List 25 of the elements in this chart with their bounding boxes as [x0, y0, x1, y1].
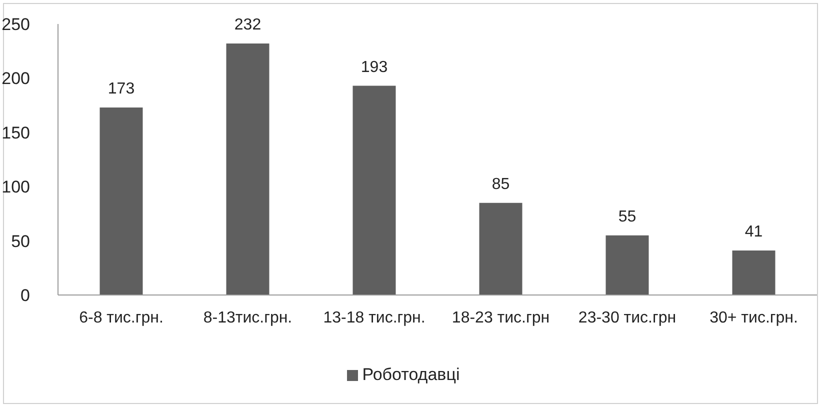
bar: [352, 86, 396, 295]
data-label: 85: [492, 176, 510, 193]
data-label: 55: [618, 208, 636, 226]
data-label: 193: [360, 58, 388, 76]
data-label: 41: [744, 224, 763, 241]
x-tick-label: 8-13тис.грн.: [203, 309, 292, 326]
y-tick-label: 150: [2, 123, 30, 142]
x-tick-label: 23-30 тис.грн: [578, 309, 676, 326]
bar: [479, 202, 522, 295]
y-tick-label: 200: [2, 69, 30, 88]
y-tick-label: 0: [20, 286, 30, 306]
data-label: 232: [234, 16, 262, 34]
data-label: 173: [108, 80, 135, 98]
y-tick-label: 50: [11, 232, 30, 251]
x-tick-label: 6-8 тис.грн.: [79, 309, 164, 326]
bar: [100, 107, 143, 295]
legend-label: Роботодавці: [362, 365, 460, 384]
bar: [732, 250, 776, 295]
x-tick-label: 13-18 тис.грн.: [323, 309, 426, 326]
y-tick-label: 250: [2, 15, 30, 34]
bar: [606, 235, 649, 295]
x-tick-label: 30+ тис.грн.: [710, 309, 798, 326]
bar: [226, 44, 270, 295]
x-tick-label: 18-23 тис.грн: [452, 309, 550, 326]
y-tick-label: 100: [2, 178, 30, 197]
